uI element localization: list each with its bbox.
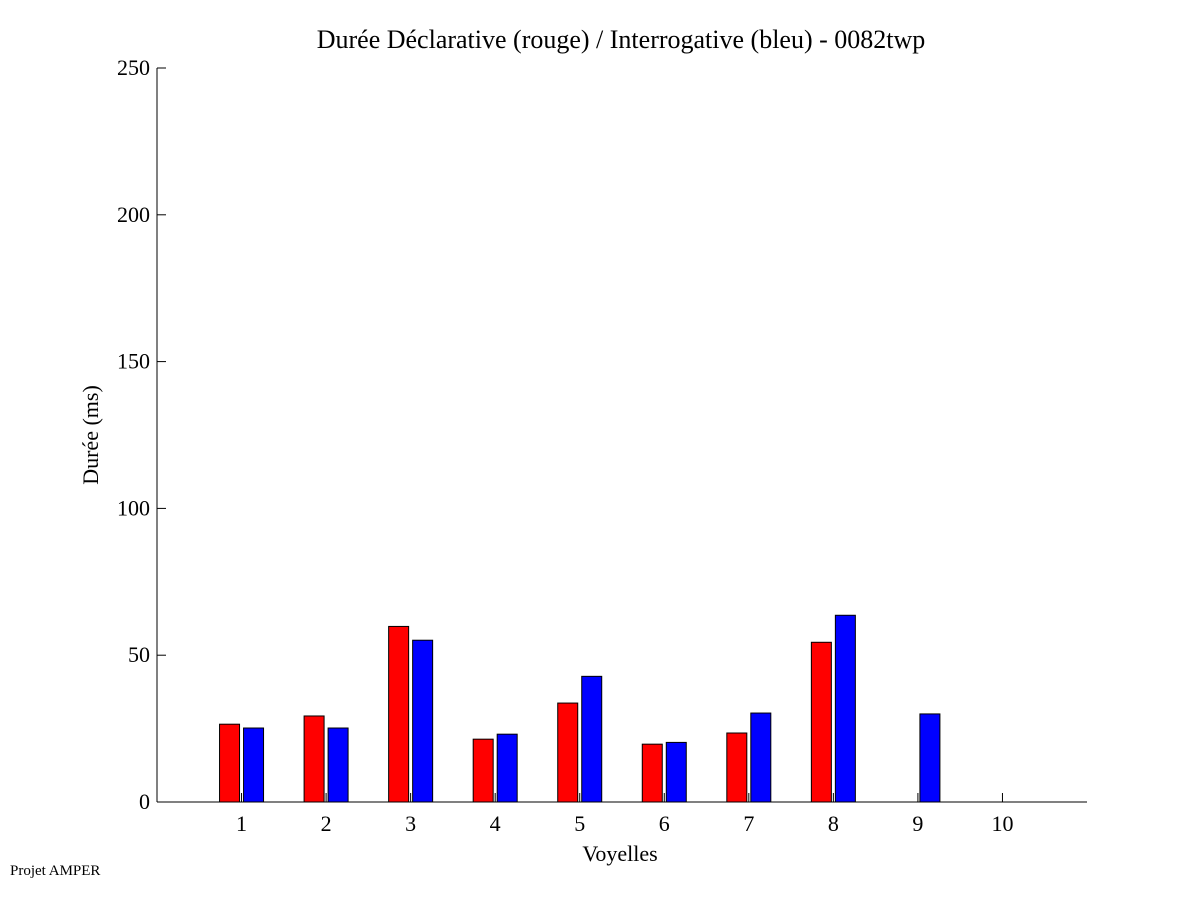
y-tick-label: 200: [117, 202, 150, 227]
y-tick-label: 250: [117, 55, 150, 80]
x-tick-label: 4: [490, 811, 501, 836]
x-axis-label: Voyelles: [582, 841, 657, 866]
x-tick-label: 5: [574, 811, 585, 836]
blue-bar-1: [243, 727, 265, 803]
red-bar-4: [472, 738, 494, 803]
x-tick-label: 6: [659, 811, 670, 836]
red-bar-5: [557, 702, 579, 803]
blue-bar-4: [496, 733, 518, 803]
chart-title: Durée Déclarative (rouge) / Interrogativ…: [317, 25, 926, 54]
blue-bar-5: [581, 675, 603, 803]
red-bar-8: [810, 641, 832, 803]
blue-bar-2: [327, 727, 349, 803]
axes: [156, 67, 1087, 803]
y-tick-label: 0: [139, 789, 150, 814]
y-tick-label: 100: [117, 495, 150, 520]
blue-bar-6: [665, 741, 687, 803]
blue-bar-8: [834, 614, 856, 803]
x-tick-label: 2: [321, 811, 332, 836]
y-tick-label: 50: [128, 642, 150, 667]
red-bar-2: [303, 715, 325, 803]
blue-bar-9: [919, 713, 941, 803]
y-tick-label: 150: [117, 349, 150, 374]
x-tick-label: 10: [991, 811, 1013, 836]
red-bar-3: [388, 625, 410, 803]
blue-bar-7: [750, 712, 772, 803]
bars-group: [219, 614, 941, 803]
x-tick-label: 1: [236, 811, 247, 836]
x-tick-label: 9: [912, 811, 923, 836]
x-tick-label: 8: [828, 811, 839, 836]
x-tick-label: 7: [743, 811, 754, 836]
x-tick-label: 3: [405, 811, 416, 836]
red-bar-6: [641, 743, 663, 803]
red-bar-7: [726, 732, 748, 803]
blue-bar-3: [412, 639, 434, 803]
red-bar-1: [219, 723, 241, 803]
footer-label: Projet AMPER: [10, 863, 101, 879]
y-axis-label: Durée (ms): [78, 385, 103, 485]
tick-labels: 0 50 100 150 200 250 1 2 3 4 5 6 7 8 9 10: [117, 55, 1013, 836]
